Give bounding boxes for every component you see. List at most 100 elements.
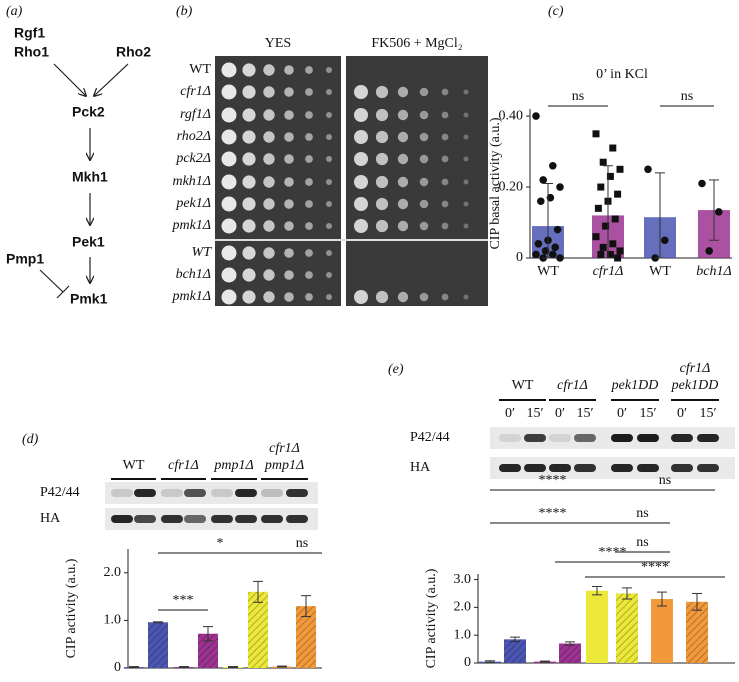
spot xyxy=(463,112,469,118)
spot xyxy=(263,109,275,121)
spot xyxy=(326,272,332,278)
spot xyxy=(463,223,469,229)
spot xyxy=(263,291,275,303)
spot xyxy=(221,218,237,234)
spot xyxy=(397,86,409,98)
band xyxy=(549,434,571,442)
spot xyxy=(305,88,313,96)
spot xyxy=(284,87,294,97)
point xyxy=(539,176,547,184)
spot xyxy=(463,89,469,95)
spot xyxy=(284,110,294,120)
spot xyxy=(305,293,313,301)
y-tick-label: 3.0 xyxy=(454,572,472,587)
point xyxy=(534,240,543,248)
spot xyxy=(441,155,449,163)
point xyxy=(606,250,614,258)
bar-hatch xyxy=(616,593,638,663)
row-label: pek1Δ xyxy=(175,196,211,211)
point xyxy=(549,161,557,170)
spot xyxy=(354,197,368,211)
blot-row-label: HA xyxy=(410,460,431,475)
spot xyxy=(441,133,449,141)
blot-row-label: HA xyxy=(40,511,61,526)
point xyxy=(644,165,652,174)
blot-row-label: P42/44 xyxy=(40,485,80,500)
band xyxy=(499,434,521,442)
spot xyxy=(221,129,237,145)
band xyxy=(261,515,283,523)
spot xyxy=(397,198,409,210)
spot xyxy=(397,176,409,188)
point xyxy=(705,247,713,255)
spot xyxy=(221,62,237,78)
bar xyxy=(586,590,608,663)
inhibition-bar xyxy=(56,285,70,299)
spot xyxy=(375,175,389,189)
spot xyxy=(326,179,332,185)
y-axis-label: CIP basal activity (a.u.) xyxy=(488,117,503,249)
band xyxy=(611,434,633,442)
band xyxy=(161,515,183,523)
band xyxy=(697,464,719,472)
band xyxy=(286,489,308,497)
spot xyxy=(263,220,275,232)
point xyxy=(592,233,600,241)
spot xyxy=(419,132,429,142)
time-label: 15′ xyxy=(639,406,656,421)
x-tick-label: WT xyxy=(649,264,671,279)
spot xyxy=(326,294,332,300)
spot xyxy=(397,220,409,232)
time-label: 0′ xyxy=(505,406,515,421)
row-label: pck2Δ xyxy=(175,151,211,166)
spot xyxy=(463,201,469,207)
panel-label: (b) xyxy=(176,4,193,19)
spot xyxy=(354,85,368,99)
spot xyxy=(242,85,256,99)
spot xyxy=(326,223,332,229)
group-label: WT xyxy=(512,378,534,393)
point xyxy=(616,165,624,173)
point xyxy=(592,130,600,138)
point xyxy=(606,172,614,180)
band xyxy=(134,515,156,523)
spot xyxy=(326,89,332,95)
row-label: pmk1Δ xyxy=(171,218,211,233)
point xyxy=(549,250,557,259)
band xyxy=(671,464,693,472)
point xyxy=(597,183,605,191)
panel-label: (d) xyxy=(22,432,39,447)
band xyxy=(611,464,633,472)
row-label: rho2Δ xyxy=(177,129,211,144)
spot xyxy=(305,249,313,257)
time-label: 0′ xyxy=(677,406,687,421)
spot xyxy=(326,156,332,162)
spot xyxy=(326,250,332,256)
x-tick-label: cfr1Δ xyxy=(593,264,624,279)
y-tick-label: 0 xyxy=(516,250,523,265)
point xyxy=(553,225,562,234)
point xyxy=(556,183,564,191)
spot xyxy=(242,197,256,211)
band xyxy=(111,515,133,523)
group-label: WT xyxy=(123,458,145,473)
spot xyxy=(284,199,294,209)
band xyxy=(524,434,546,442)
point xyxy=(698,179,706,188)
point xyxy=(609,240,617,248)
column-header: YES xyxy=(265,36,291,51)
bar-hatch xyxy=(296,606,316,668)
significance-label: ns xyxy=(636,506,648,521)
time-label: 15′ xyxy=(576,406,593,421)
band xyxy=(637,434,659,442)
spot xyxy=(354,130,368,144)
plate xyxy=(346,56,488,306)
spot xyxy=(419,199,429,209)
spot xyxy=(242,268,256,282)
spot xyxy=(397,109,409,121)
time-label: 0′ xyxy=(555,406,565,421)
spot xyxy=(463,134,469,140)
y-tick-label: 0.20 xyxy=(499,179,524,194)
time-label: 15′ xyxy=(526,406,543,421)
